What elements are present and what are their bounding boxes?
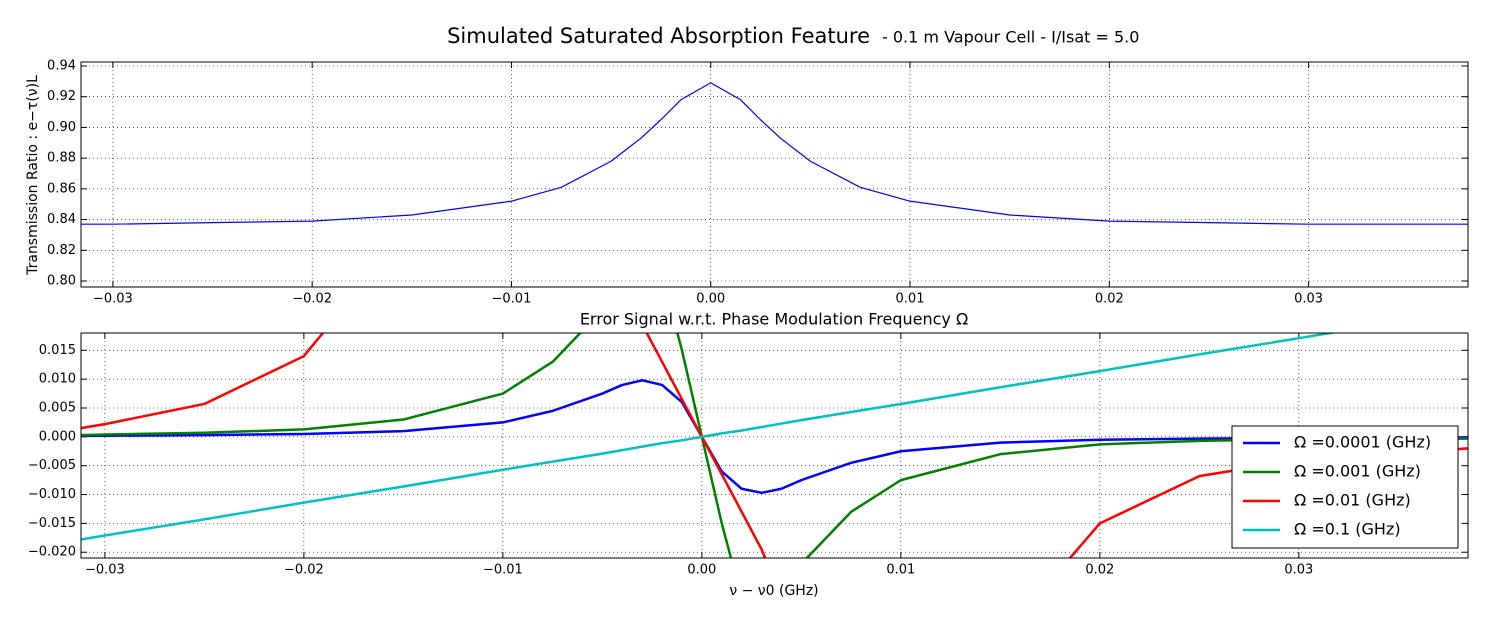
y-tick-label: 0.92: [47, 89, 76, 104]
y-tick-label: 0.82: [47, 243, 76, 258]
y-axis-label: Transmission Ratio : e−τ(ν)L: [25, 75, 41, 276]
legend-label: Ω =0.0001 (GHz): [1294, 433, 1431, 452]
legend-label: Ω =0.1 (GHz): [1294, 520, 1401, 539]
y-tick-label: 0.010: [39, 372, 76, 387]
x-tick-label: 0.00: [696, 292, 725, 307]
y-tick-label: −0.005: [28, 458, 76, 473]
y-tick-label: 0.015: [39, 343, 76, 358]
x-tick-label: −0.03: [93, 292, 133, 307]
y-tick-label: 0.94: [47, 58, 76, 73]
chart-title: Simulated Saturated Absorption Feature: [447, 24, 870, 48]
legend-label: Ω =0.001 (GHz): [1294, 462, 1421, 481]
x-tick-label: 0.03: [1284, 563, 1313, 578]
legend-label: Ω =0.01 (GHz): [1294, 491, 1411, 510]
plot-frame: [80, 61, 1469, 288]
y-tick-label: −0.010: [28, 487, 76, 502]
plot-frame: [80, 332, 1469, 559]
x-tick-label: 0.02: [1095, 292, 1124, 307]
x-tick-label: −0.03: [85, 563, 125, 578]
y-tick-label: 0.84: [47, 212, 76, 227]
x-tick-label: −0.01: [492, 292, 532, 307]
data-line: [81, 82, 1468, 225]
x-axis-label: ν − ν0 (GHz): [729, 583, 818, 599]
y-tick-label: 0.80: [47, 274, 76, 289]
chart-title: Error Signal w.r.t. Phase Modulation Fre…: [580, 310, 968, 329]
y-tick-label: 0.90: [47, 120, 76, 135]
y-tick-label: −0.020: [28, 545, 76, 560]
y-tick-label: 0.005: [39, 401, 76, 416]
x-tick-label: −0.01: [483, 563, 523, 578]
data-line: [81, 333, 1339, 541]
y-tick-label: 0.88: [47, 151, 76, 166]
y-tick-label: 0.000: [39, 429, 76, 444]
chart-subtitle: - 0.1 m Vapour Cell - I/Isat = 5.0: [882, 28, 1139, 47]
y-tick-label: 0.86: [47, 181, 76, 196]
x-tick-label: 0.00: [687, 563, 716, 578]
x-tick-label: 0.02: [1085, 563, 1114, 578]
y-tick-label: −0.015: [28, 516, 76, 531]
legend-box: [1231, 425, 1459, 549]
x-tick-label: −0.02: [292, 292, 332, 307]
x-tick-label: 0.01: [896, 292, 925, 307]
x-tick-label: 0.01: [886, 563, 915, 578]
x-tick-label: 0.03: [1294, 292, 1323, 307]
x-tick-label: −0.02: [284, 563, 324, 578]
